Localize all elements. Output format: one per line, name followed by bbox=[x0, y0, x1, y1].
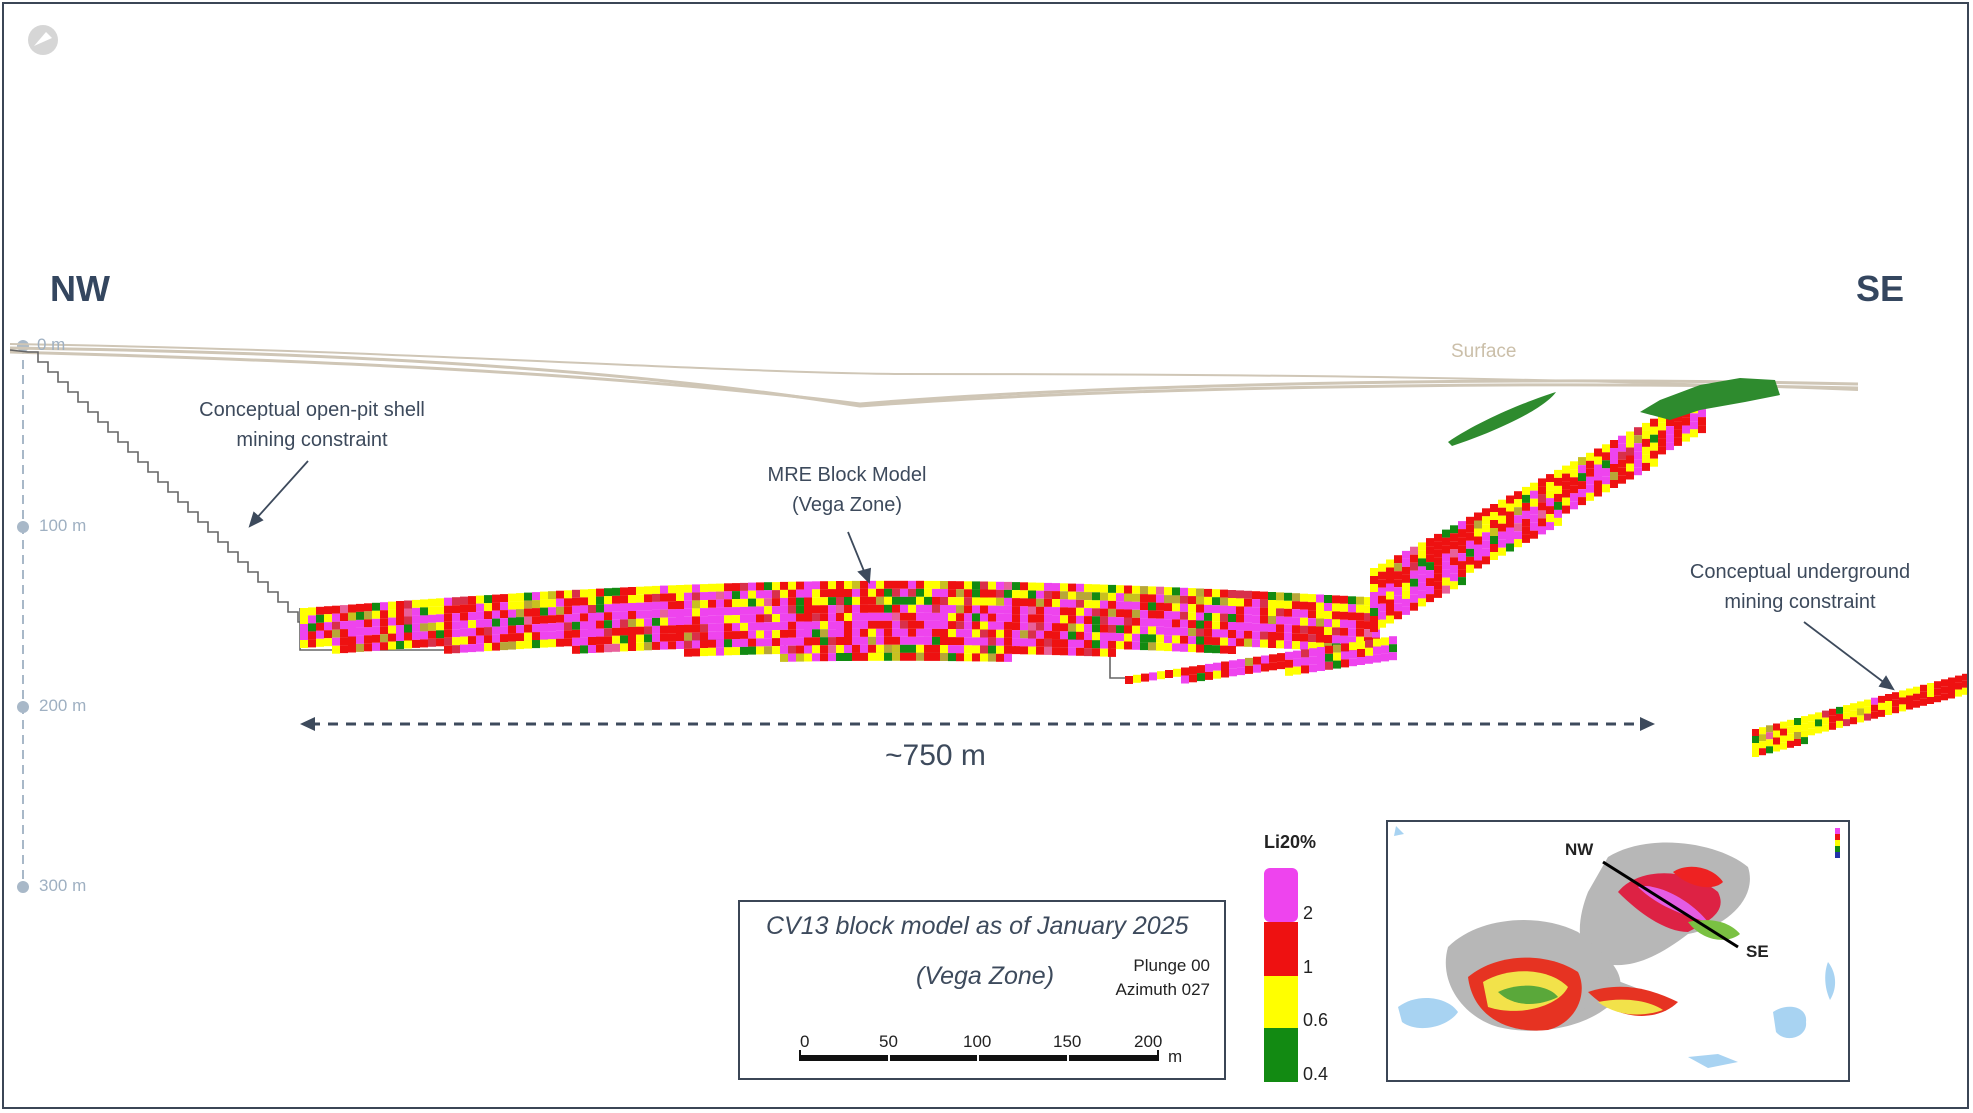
green-lens-upper bbox=[1448, 392, 1556, 446]
info-box: CV13 block model as of January 2025 (Veg… bbox=[738, 900, 1226, 1080]
depth-label-100: 100 m bbox=[39, 516, 87, 535]
inset-map-artwork bbox=[1394, 826, 1840, 1068]
inset-legend-icon bbox=[1835, 828, 1840, 858]
legend-swatch-3 bbox=[1264, 1028, 1298, 1082]
surface-topography bbox=[9, 343, 1859, 408]
orientation-block: Plunge 00 Azimuth 027 bbox=[1110, 954, 1211, 1002]
scale-unit: m bbox=[1168, 1047, 1183, 1066]
distance-label: ~750 m bbox=[885, 739, 986, 772]
se-label: SE bbox=[1856, 268, 1905, 309]
depth-tick-100 bbox=[17, 521, 29, 533]
underground-line-1: Conceptual underground bbox=[1689, 561, 1911, 583]
logo-icon bbox=[28, 25, 58, 55]
scale-tick-100: 100 bbox=[963, 1032, 992, 1051]
inset-se-label: SE bbox=[1746, 942, 1769, 961]
block-model-arrow bbox=[847, 531, 867, 577]
azimuth-label: Azimuth 027 bbox=[1115, 980, 1211, 999]
legend-swatch-1 bbox=[1264, 922, 1298, 976]
green-outcrop-se bbox=[1640, 378, 1780, 420]
open-pit-arrow bbox=[254, 460, 309, 521]
legend-swatch-0 bbox=[1264, 868, 1298, 922]
underground-arrow bbox=[1803, 621, 1887, 685]
legend-title: Li20% bbox=[1264, 832, 1317, 852]
inset-location-map: NW SE bbox=[1386, 820, 1850, 1082]
depth-tick-200 bbox=[17, 701, 29, 713]
underground-line-2: mining constraint bbox=[1724, 591, 1876, 613]
inset-section-line bbox=[1602, 860, 1739, 949]
block-model-line-2: (Vega Zone) bbox=[791, 494, 903, 516]
legend-value-2: 2 bbox=[1303, 903, 1314, 923]
open-pit-line-2: mining constraint bbox=[236, 429, 388, 451]
scale-tick-200: 200 bbox=[1134, 1032, 1163, 1051]
grade-legend-bar bbox=[1264, 868, 1298, 1082]
info-title: CV13 block model as of January 2025 bbox=[766, 912, 1189, 940]
legend-swatch-2 bbox=[1264, 976, 1298, 1030]
nw-label: NW bbox=[50, 268, 110, 309]
open-pit-shell-line bbox=[9, 349, 309, 632]
plunge-label: Plunge 00 bbox=[1133, 956, 1210, 975]
block-model-annotation: MRE Block Model (Vega Zone) bbox=[742, 460, 952, 520]
depth-label-300: 300 m bbox=[39, 876, 87, 895]
scale-tick-150: 150 bbox=[1053, 1032, 1082, 1051]
legend-value-0-4: 0.4 bbox=[1303, 1064, 1329, 1084]
info-subtitle: (Vega Zone) bbox=[916, 962, 1055, 990]
depth-tick-300 bbox=[17, 881, 29, 893]
block-model-arrowhead bbox=[857, 567, 871, 585]
scale-bar bbox=[799, 1050, 1159, 1061]
open-pit-line-1: Conceptual open-pit shell bbox=[199, 399, 425, 421]
inset-nw-label: NW bbox=[1565, 840, 1594, 859]
depth-label-0: 0 m bbox=[37, 335, 66, 354]
scale-tick-0: 0 bbox=[800, 1032, 810, 1051]
legend-value-0-6: 0.6 bbox=[1303, 1010, 1329, 1030]
depth-label-200: 200 m bbox=[39, 696, 87, 715]
block-model-lower-limb bbox=[1125, 636, 1397, 684]
underground-block-cluster bbox=[1752, 673, 1969, 757]
block-model-line-1: MRE Block Model bbox=[767, 464, 927, 486]
open-pit-arrowhead bbox=[248, 511, 264, 528]
scale-tick-50: 50 bbox=[879, 1032, 898, 1051]
surface-label: Surface bbox=[1451, 341, 1517, 362]
distance-arrow bbox=[300, 717, 1655, 731]
open-pit-annotation: Conceptual open-pit shell mining constra… bbox=[182, 395, 442, 455]
vega-zone-block-model bbox=[300, 580, 1380, 662]
underground-arrowhead bbox=[1878, 675, 1895, 691]
underground-annotation: Conceptual underground mining constraint bbox=[1670, 557, 1930, 617]
legend-value-1: 1 bbox=[1303, 957, 1314, 977]
